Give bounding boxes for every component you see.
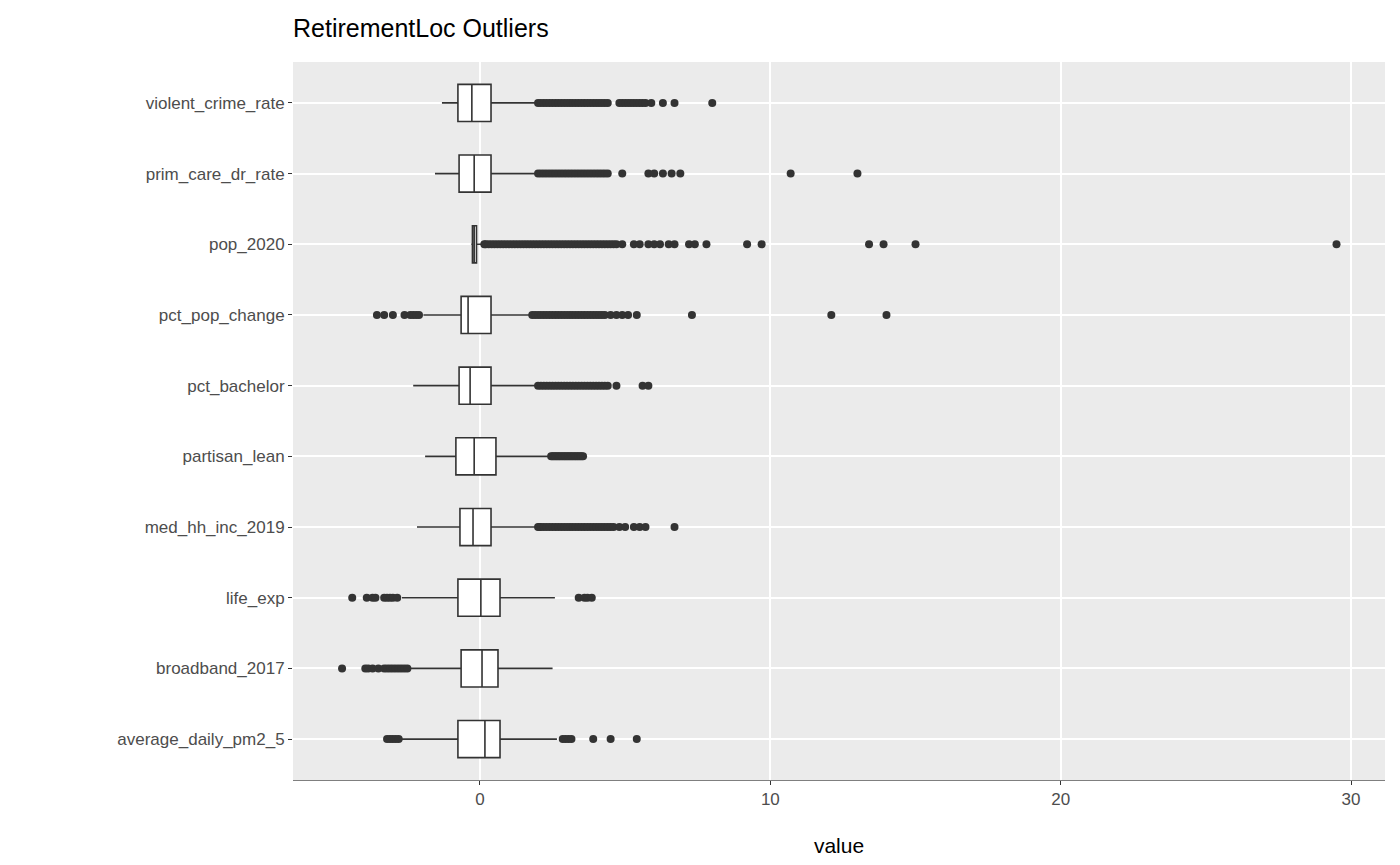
svg-text:broadband_2017: broadband_2017: [156, 659, 285, 678]
svg-text:med_hh_inc_2019: med_hh_inc_2019: [145, 518, 285, 537]
svg-text:pop_2020: pop_2020: [209, 235, 285, 254]
svg-text:partisan_lean: partisan_lean: [183, 447, 285, 466]
svg-text:30: 30: [1342, 790, 1361, 809]
svg-text:RetirementLoc Outliers: RetirementLoc Outliers: [293, 14, 549, 42]
svg-text:value: value: [814, 834, 864, 857]
svg-text:pct_pop_change: pct_pop_change: [159, 306, 285, 325]
svg-text:life_exp: life_exp: [226, 589, 285, 608]
svg-text:20: 20: [1051, 790, 1070, 809]
svg-text:violent_crime_rate: violent_crime_rate: [146, 94, 285, 113]
svg-text:0: 0: [475, 790, 484, 809]
svg-text:prim_care_dr_rate: prim_care_dr_rate: [146, 165, 285, 184]
svg-text:pct_bachelor: pct_bachelor: [187, 377, 285, 396]
svg-text:average_daily_pm2_5: average_daily_pm2_5: [117, 730, 284, 749]
svg-text:10: 10: [761, 790, 780, 809]
